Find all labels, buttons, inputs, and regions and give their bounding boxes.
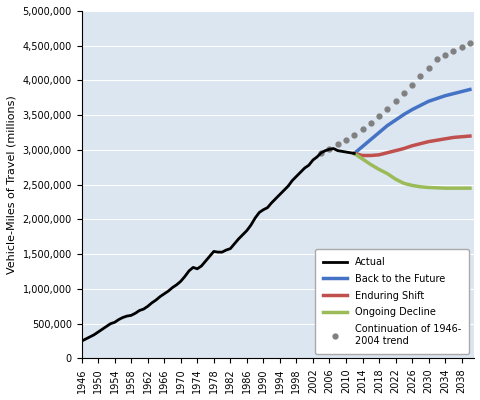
Actual bbox=[330, 146, 336, 151]
Y-axis label: Vehicle-Miles of Travel (millions): Vehicle-Miles of Travel (millions) bbox=[7, 95, 17, 274]
Back to the Future bbox=[417, 103, 422, 108]
Ongoing Decline bbox=[408, 183, 414, 188]
Actual bbox=[334, 148, 340, 153]
Ongoing Decline bbox=[441, 186, 447, 190]
Ongoing Decline bbox=[417, 184, 422, 189]
Enduring Shift bbox=[367, 153, 373, 158]
Back to the Future bbox=[441, 93, 447, 98]
Enduring Shift bbox=[350, 151, 356, 156]
Back to the Future bbox=[458, 89, 464, 94]
Back to the Future bbox=[350, 151, 356, 156]
Continuation of 1946-
2004 trend bbox=[384, 106, 389, 111]
Continuation of 1946-
2004 trend bbox=[318, 150, 324, 155]
Actual bbox=[111, 320, 117, 325]
Back to the Future bbox=[392, 118, 397, 122]
Back to the Future bbox=[375, 130, 381, 135]
Enduring Shift bbox=[359, 153, 365, 158]
Ongoing Decline bbox=[433, 186, 439, 190]
Ongoing Decline bbox=[425, 185, 431, 190]
Ongoing Decline bbox=[392, 177, 397, 182]
Line: Back to the Future: Back to the Future bbox=[353, 90, 469, 154]
Actual bbox=[202, 259, 208, 264]
Back to the Future bbox=[367, 137, 373, 142]
Continuation of 1946-
2004 trend bbox=[433, 56, 439, 61]
Continuation of 1946-
2004 trend bbox=[400, 90, 406, 95]
Line: Continuation of 1946-
2004 trend: Continuation of 1946- 2004 trend bbox=[316, 38, 474, 158]
Enduring Shift bbox=[466, 134, 472, 138]
Enduring Shift bbox=[441, 136, 447, 141]
Continuation of 1946-
2004 trend bbox=[450, 49, 456, 54]
Actual bbox=[350, 151, 356, 156]
Line: Actual: Actual bbox=[82, 148, 353, 341]
Back to the Future bbox=[466, 87, 472, 92]
Actual bbox=[120, 315, 126, 320]
Continuation of 1946-
2004 trend bbox=[425, 66, 431, 70]
Back to the Future bbox=[433, 96, 439, 101]
Continuation of 1946-
2004 trend bbox=[408, 82, 414, 87]
Ongoing Decline bbox=[350, 151, 356, 156]
Continuation of 1946-
2004 trend bbox=[359, 127, 365, 132]
Enduring Shift bbox=[384, 150, 389, 155]
Continuation of 1946-
2004 trend bbox=[392, 99, 397, 104]
Continuation of 1946-
2004 trend bbox=[342, 137, 348, 142]
Continuation of 1946-
2004 trend bbox=[350, 132, 356, 137]
Continuation of 1946-
2004 trend bbox=[458, 45, 464, 50]
Enduring Shift bbox=[425, 139, 431, 144]
Actual bbox=[79, 339, 84, 344]
Enduring Shift bbox=[375, 152, 381, 157]
Continuation of 1946-
2004 trend bbox=[441, 53, 447, 58]
Actual bbox=[190, 265, 196, 270]
Ongoing Decline bbox=[400, 181, 406, 186]
Back to the Future bbox=[384, 123, 389, 128]
Continuation of 1946-
2004 trend bbox=[367, 120, 373, 125]
Continuation of 1946-
2004 trend bbox=[417, 74, 422, 79]
Back to the Future bbox=[425, 99, 431, 104]
Enduring Shift bbox=[433, 138, 439, 143]
Enduring Shift bbox=[450, 135, 456, 140]
Line: Ongoing Decline: Ongoing Decline bbox=[353, 154, 469, 188]
Enduring Shift bbox=[458, 134, 464, 139]
Back to the Future bbox=[408, 107, 414, 112]
Continuation of 1946-
2004 trend bbox=[375, 114, 381, 118]
Continuation of 1946-
2004 trend bbox=[334, 142, 340, 147]
Ongoing Decline bbox=[384, 171, 389, 176]
Line: Enduring Shift: Enduring Shift bbox=[353, 136, 469, 156]
Ongoing Decline bbox=[359, 156, 365, 161]
Legend: Actual, Back to the Future, Enduring Shift, Ongoing Decline, Continuation of 194: Actual, Back to the Future, Enduring Shi… bbox=[315, 249, 468, 354]
Continuation of 1946-
2004 trend bbox=[326, 146, 332, 151]
Enduring Shift bbox=[408, 143, 414, 148]
Ongoing Decline bbox=[375, 167, 381, 172]
Back to the Future bbox=[400, 112, 406, 117]
Actual bbox=[285, 184, 290, 188]
Continuation of 1946-
2004 trend bbox=[466, 40, 472, 45]
Ongoing Decline bbox=[450, 186, 456, 190]
Back to the Future bbox=[359, 144, 365, 149]
Enduring Shift bbox=[392, 148, 397, 153]
Ongoing Decline bbox=[466, 186, 472, 190]
Back to the Future bbox=[450, 91, 456, 96]
Ongoing Decline bbox=[458, 186, 464, 190]
Enduring Shift bbox=[417, 141, 422, 146]
Ongoing Decline bbox=[367, 162, 373, 167]
Enduring Shift bbox=[400, 146, 406, 151]
